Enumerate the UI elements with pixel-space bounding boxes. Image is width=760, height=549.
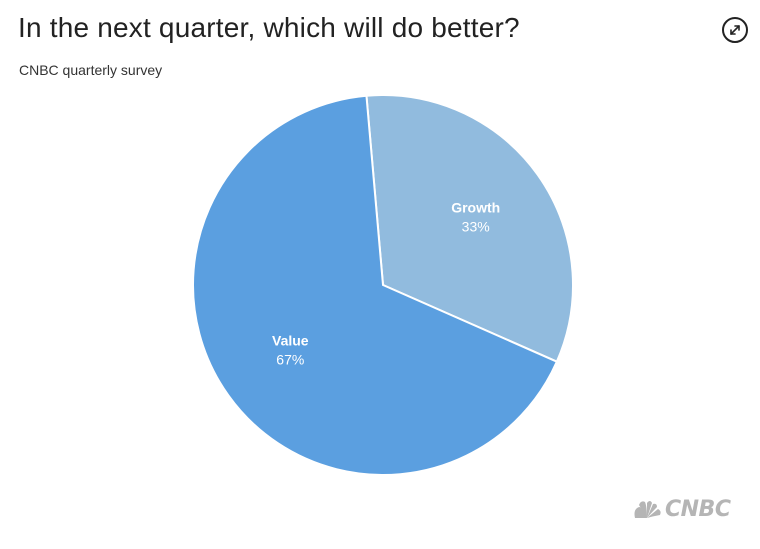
pie-slice-growth — [365, 94, 574, 363]
chart-subtitle: CNBC quarterly survey — [19, 62, 163, 78]
slice-value-value: 67% — [276, 351, 304, 367]
slice-label-growth: Growth — [451, 200, 500, 216]
slice-label-value: Value — [272, 332, 309, 348]
pie-slice-value — [192, 94, 559, 476]
chart-title: In the next quarter, which will do bette… — [18, 12, 520, 43]
cnbc-logo: CNBC — [632, 496, 731, 522]
expand-arrows-icon — [730, 25, 740, 35]
peacock-icon — [634, 501, 661, 518]
slice-value-growth: 33% — [462, 219, 490, 235]
expand-button[interactable] — [722, 17, 748, 43]
logo-text: CNBC — [665, 496, 731, 522]
